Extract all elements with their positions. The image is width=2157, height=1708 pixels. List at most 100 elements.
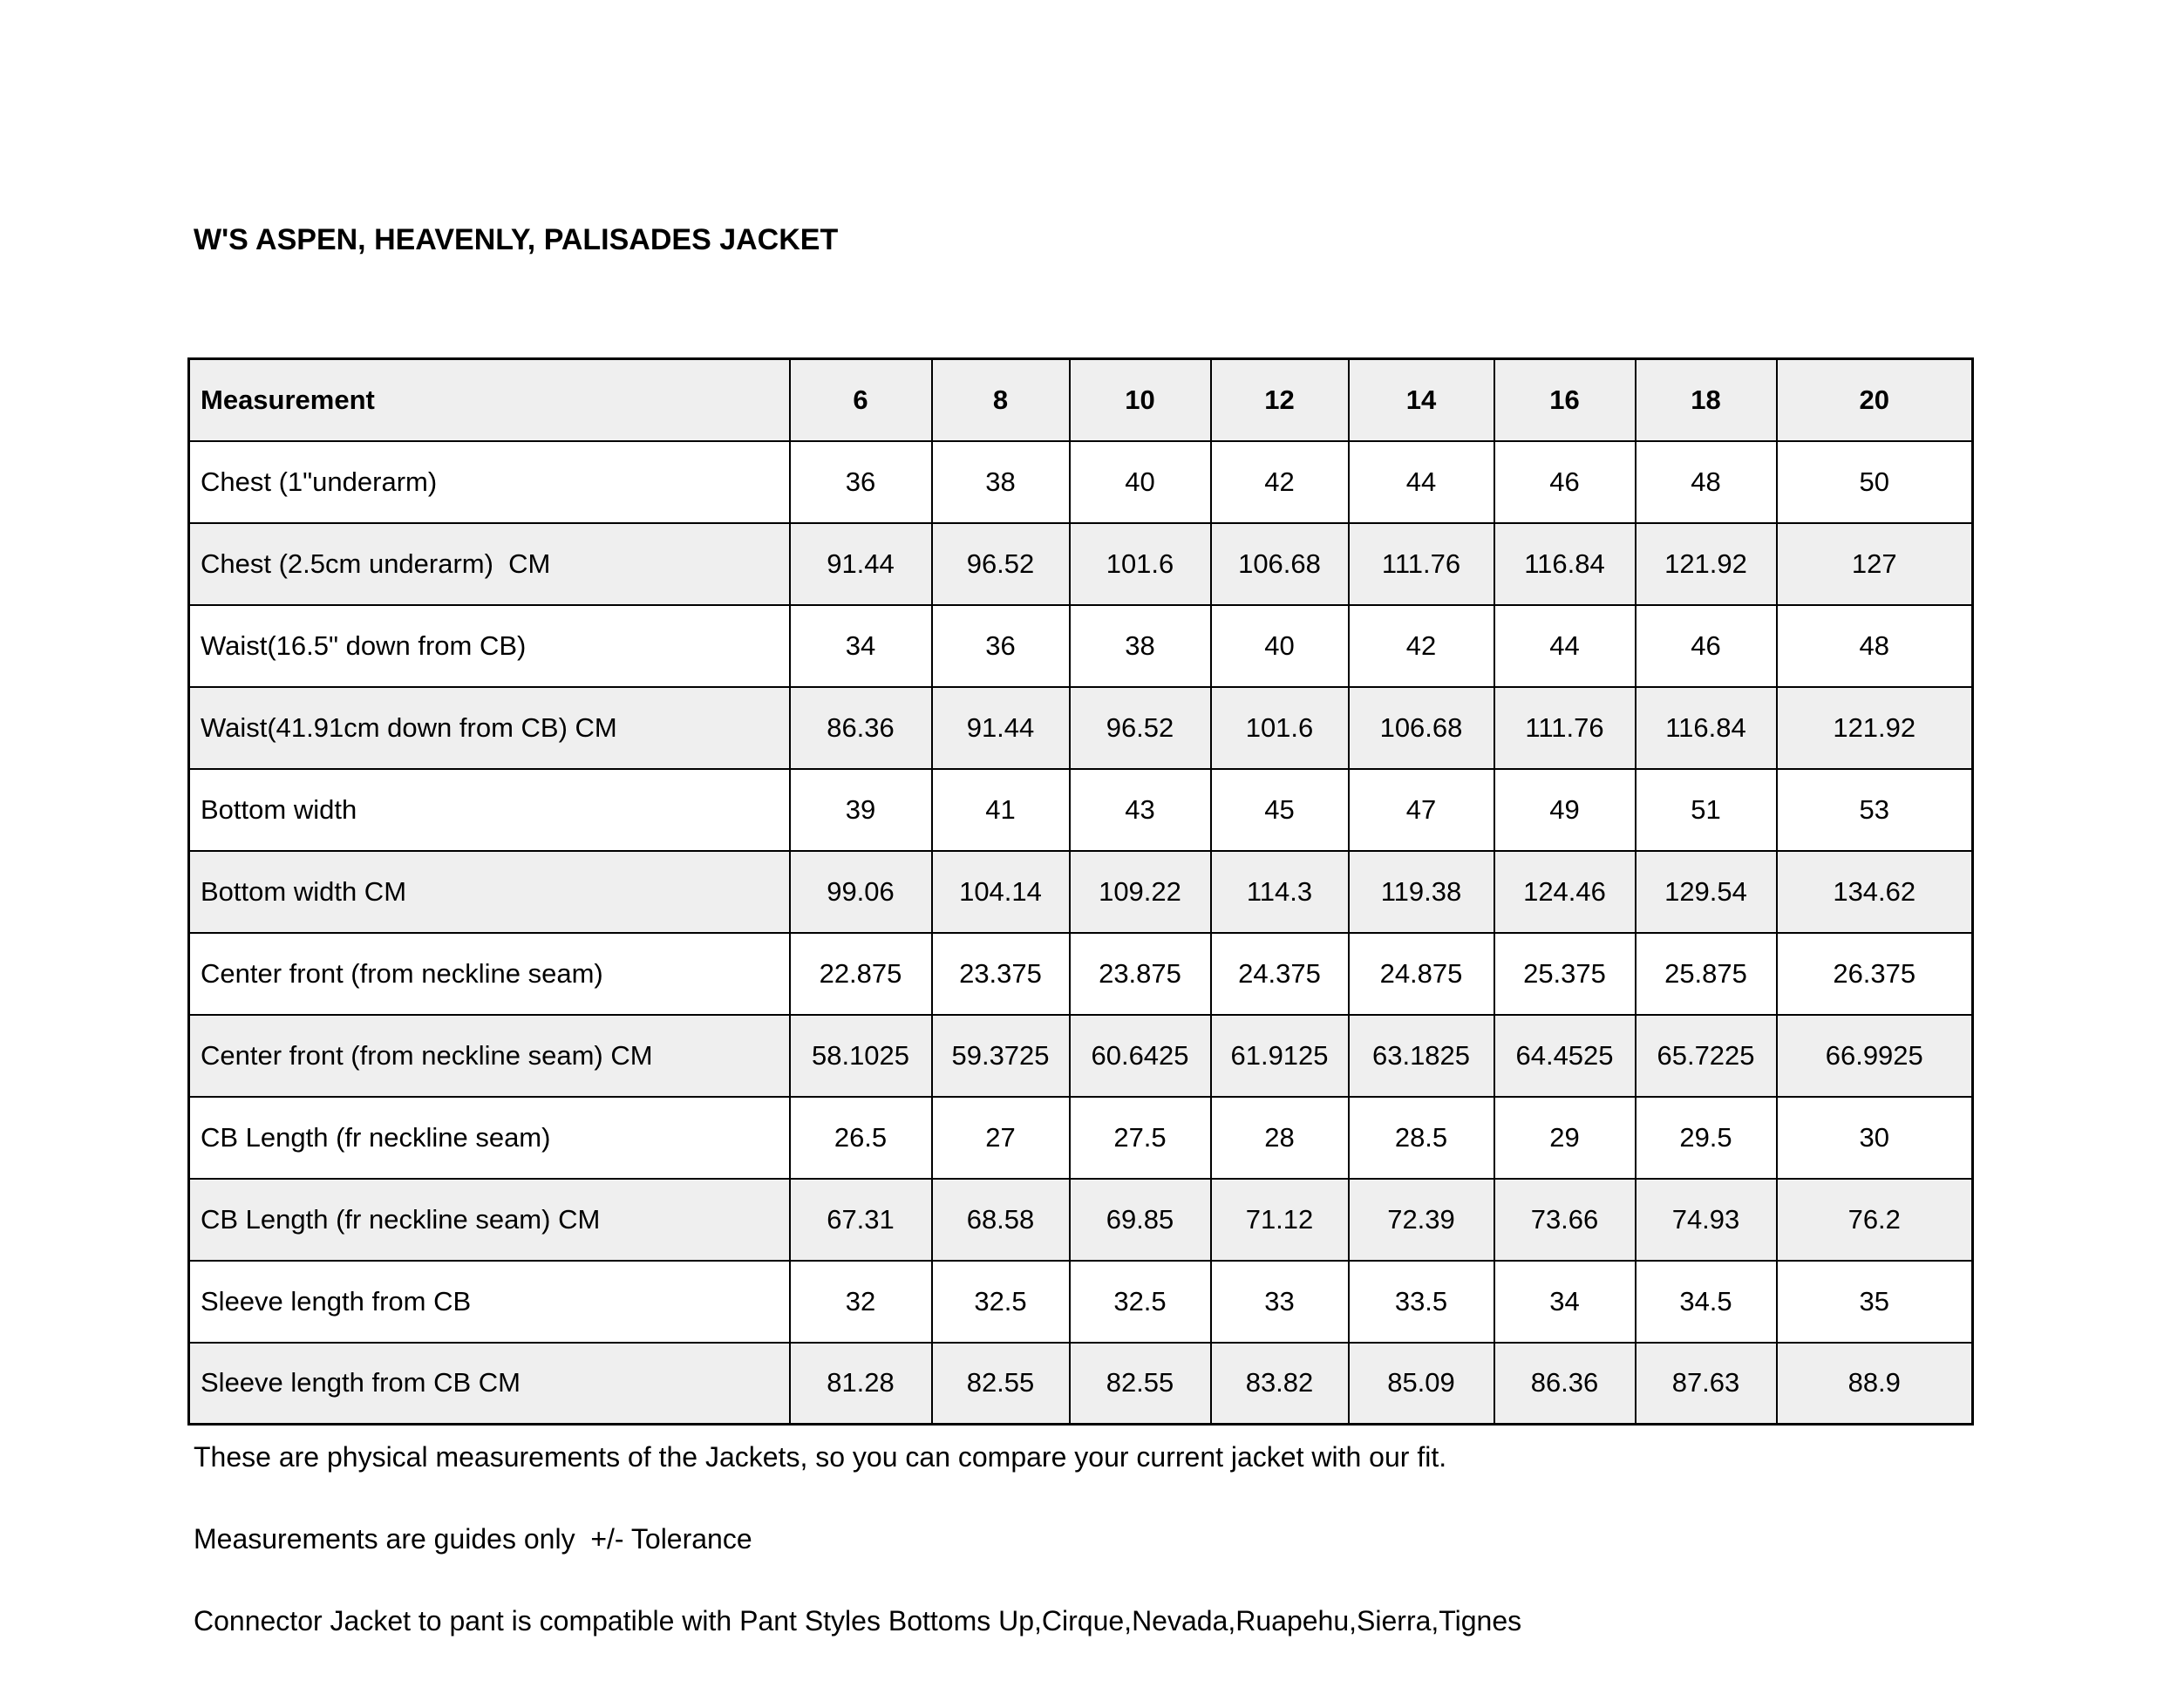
measurement-value: 69.85 [1068,1177,1212,1262]
measurement-value: 72.39 [1347,1177,1495,1262]
table-row: Center front (from neckline seam) CM 58.1… [187,1013,1974,1098]
measurement-value: 86.36 [1493,1341,1636,1426]
measurement-value: 111.76 [1347,521,1495,606]
measurement-value: 22.875 [788,931,933,1016]
table-row: Sleeve length from CB 32 32.5 32.5 33 33.5 34 3… [187,1259,1974,1344]
measurement-value: 121.92 [1634,521,1778,606]
measurement-value: 36 [930,603,1071,688]
measurement-column-header: Measurement [187,357,791,442]
measurement-value: 91.44 [788,521,933,606]
measurement-value: 74.93 [1634,1177,1778,1262]
measurement-value: 82.55 [930,1341,1071,1426]
measurement-value: 44 [1347,439,1495,524]
measurement-label: Center front (from neckline seam) [187,931,791,1016]
table-row: Bottom width CM 99.06 104.14 109.22 114.3 119… [187,849,1974,934]
table-row: Waist(16.5" down from CB) 34 36 38 40 42 44 46 4… [187,603,1974,688]
measurement-value: 48 [1775,603,1974,688]
measurement-value: 25.375 [1493,931,1636,1016]
measurement-value: 46 [1634,603,1778,688]
measurement-value: 40 [1209,603,1350,688]
size-column-header: 14 [1347,357,1495,442]
measurement-value: 101.6 [1209,685,1350,770]
measurement-value: 44 [1493,603,1636,688]
measurement-value: 58.1025 [788,1013,933,1098]
size-column-header: 16 [1493,357,1636,442]
table-row: Waist(41.91cm down from CB) CM 86.36 91.44… [187,685,1974,770]
measurement-label: Sleeve length from CB [187,1259,791,1344]
measurement-value: 83.82 [1209,1341,1350,1426]
size-chart-body: Chest (1"underarm) 36 38 40 42 44 46 48 50 Chest … [187,439,1974,1426]
table-row: Bottom width 39 41 43 45 47 49 51 53 [187,767,1974,852]
table-row: Chest (1"underarm) 36 38 40 42 44 46 48 50 [187,439,1974,524]
measurement-value: 28.5 [1347,1095,1495,1180]
table-row: Sleeve length from CB CM 81.28 82.55 82.55 8… [187,1341,1974,1426]
measurement-value: 24.875 [1347,931,1495,1016]
measurement-label: Bottom width CM [187,849,791,934]
footnotes: These are physical measurements of the J… [194,1440,1521,1686]
measurement-label: Chest (2.5cm underarm) CM [187,521,791,606]
measurement-value: 91.44 [930,685,1071,770]
measurement-value: 38 [1068,603,1212,688]
measurement-value: 32.5 [1068,1259,1212,1344]
measurement-value: 71.12 [1209,1177,1350,1262]
size-column-header: 20 [1775,357,1974,442]
measurement-label: Waist(16.5" down from CB) [187,603,791,688]
measurement-value: 63.1825 [1347,1013,1495,1098]
size-column-header: 6 [788,357,933,442]
measurement-label: Chest (1"underarm) [187,439,791,524]
table-row: CB Length (fr neckline seam) CM 67.31 68.5… [187,1177,1974,1262]
size-chart-header: Measurement 6 8 10 12 14 16 18 20 [187,357,1974,442]
measurement-value: 124.46 [1493,849,1636,934]
measurement-value: 27.5 [1068,1095,1212,1180]
measurement-value: 65.7225 [1634,1013,1778,1098]
measurement-value: 119.38 [1347,849,1495,934]
measurement-value: 109.22 [1068,849,1212,934]
measurement-value: 45 [1209,767,1350,852]
measurement-value: 46 [1493,439,1636,524]
table-row: Center front (from neckline seam) 22.875 2… [187,931,1974,1016]
measurement-value: 42 [1209,439,1350,524]
measurement-value: 129.54 [1634,849,1778,934]
measurement-value: 101.6 [1068,521,1212,606]
measurement-value: 29.5 [1634,1095,1778,1180]
measurement-value: 34.5 [1634,1259,1778,1344]
measurement-value: 96.52 [1068,685,1212,770]
measurement-value: 127 [1775,521,1974,606]
measurement-value: 85.09 [1347,1341,1495,1426]
measurement-value: 25.875 [1634,931,1778,1016]
measurement-value: 82.55 [1068,1341,1212,1426]
measurement-value: 34 [788,603,933,688]
measurement-value: 40 [1068,439,1212,524]
note-fit: These are physical measurements of the J… [194,1441,1447,1473]
measurement-value: 33.5 [1347,1259,1495,1344]
note-tolerance: Measurements are guides only +/- Toleran… [194,1523,752,1555]
measurement-value: 116.84 [1493,521,1636,606]
measurement-value: 30 [1775,1095,1974,1180]
note-compatibility: Connector Jacket to pant is compatible w… [194,1605,1522,1637]
measurement-value: 36 [788,439,933,524]
measurement-value: 114.3 [1209,849,1350,934]
measurement-value: 68.58 [930,1177,1071,1262]
measurement-value: 47 [1347,767,1495,852]
measurement-value: 116.84 [1634,685,1778,770]
measurement-value: 42 [1347,603,1495,688]
measurement-value: 39 [788,767,933,852]
measurement-value: 27 [930,1095,1071,1180]
measurement-value: 38 [930,439,1071,524]
measurement-value: 43 [1068,767,1212,852]
measurement-value: 23.375 [930,931,1071,1016]
measurement-value: 24.375 [1209,931,1350,1016]
header-row: Measurement 6 8 10 12 14 16 18 20 [187,357,1974,442]
measurement-value: 87.63 [1634,1341,1778,1426]
measurement-value: 64.4525 [1493,1013,1636,1098]
size-column-header: 8 [930,357,1071,442]
measurement-value: 81.28 [788,1341,933,1426]
table-row: CB Length (fr neckline seam) 26.5 27 27.5 28… [187,1095,1974,1180]
size-column-header: 18 [1634,357,1778,442]
measurement-value: 48 [1634,439,1778,524]
measurement-value: 32.5 [930,1259,1071,1344]
measurement-value: 50 [1775,439,1974,524]
measurement-label: CB Length (fr neckline seam) [187,1095,791,1180]
measurement-value: 88.9 [1775,1341,1974,1426]
measurement-value: 76.2 [1775,1177,1974,1262]
